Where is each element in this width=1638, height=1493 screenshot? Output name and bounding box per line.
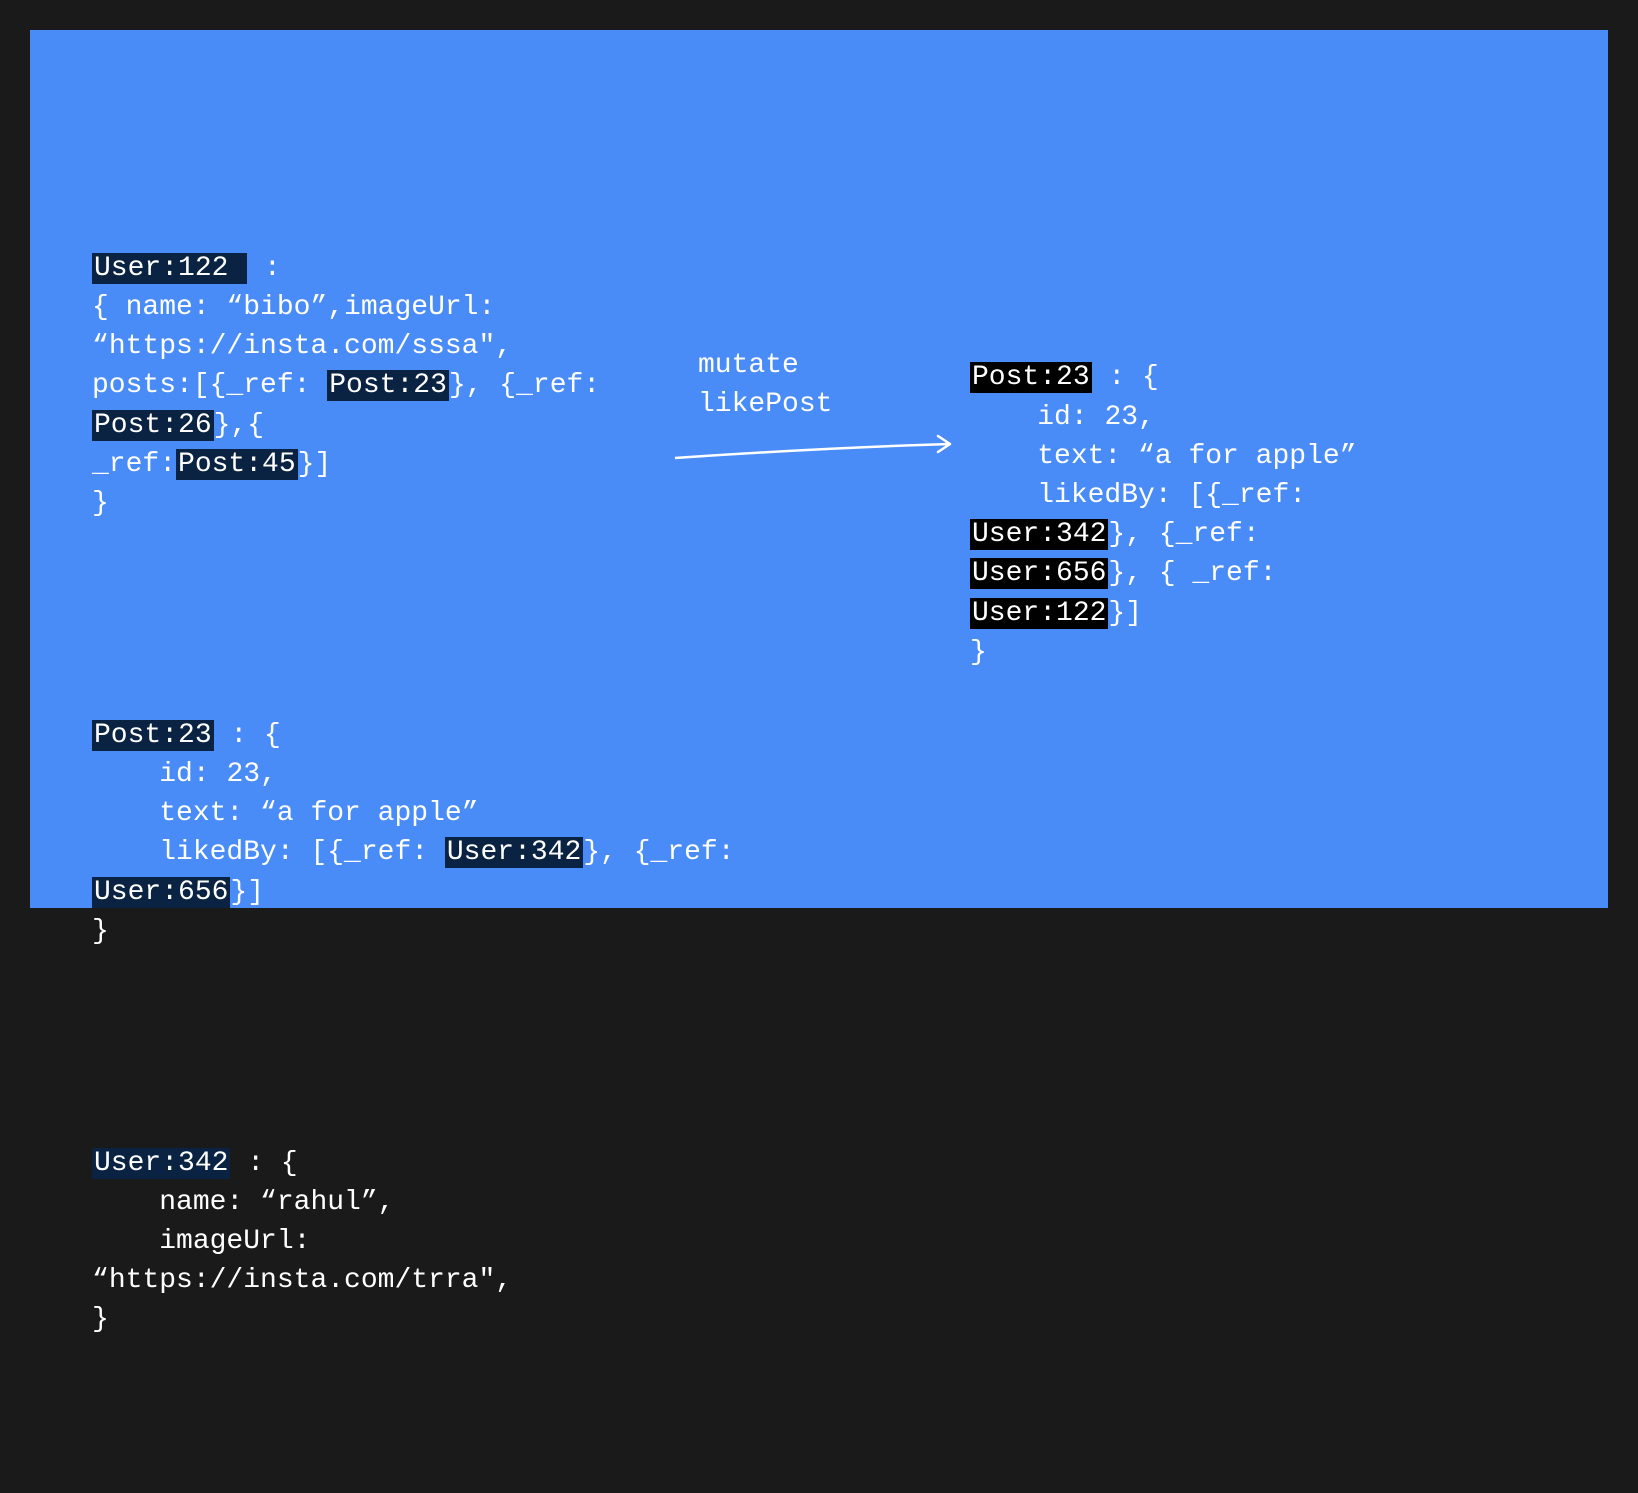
entry-user-122: User:122 : { name: “bibo”,imageUrl: “htt… [92, 249, 742, 523]
arrow-icon [670, 430, 970, 470]
user122-imageurl: https://insta.com/sssa [109, 331, 479, 362]
entry-post-23-before: Post:23 : { id: 23, text: “a for apple” … [92, 716, 742, 951]
ref-user-122-after: User:122 [970, 598, 1108, 629]
ref-post-26: Post:26 [92, 410, 214, 441]
cache-after: Post:23 : { id: 23, text: “a for apple” … [970, 280, 1530, 786]
user342-name: rahul [277, 1187, 361, 1218]
mutation-line1: mutate [698, 350, 799, 381]
user122-name: bibo [243, 292, 310, 323]
ref-user-656: User:656 [92, 877, 230, 908]
key-post-23-after: Post:23 [970, 362, 1092, 393]
post23-after-id: 23 [1104, 402, 1138, 433]
entry-user-342: User:342 : { name: “rahul”, imageUrl: “h… [92, 1144, 742, 1340]
ref-user-656-after: User:656 [970, 558, 1108, 589]
ref-post-45: Post:45 [176, 449, 298, 480]
key-user-122: User:122 [92, 253, 247, 284]
entry-post-23-after: Post:23 : { id: 23, text: “a for apple” … [970, 358, 1530, 672]
outer-frame: User:122 : { name: “bibo”,imageUrl: “htt… [0, 0, 1638, 938]
key-user-342: User:342 [92, 1148, 230, 1179]
post23-text: a for apple [277, 798, 462, 829]
ref-post-23: Post:23 [327, 370, 449, 401]
user342-imageurl: https://insta.com/trra [109, 1265, 479, 1296]
diagram-panel: User:122 : { name: “bibo”,imageUrl: “htt… [30, 30, 1608, 908]
cache-before: User:122 : { name: “bibo”,imageUrl: “htt… [92, 92, 742, 1493]
mutation-line2: likePost [698, 389, 832, 420]
post23-after-text: a for apple [1155, 441, 1340, 472]
post23-id: 23 [226, 759, 260, 790]
mutation-label: mutate likePost [698, 346, 832, 424]
ref-user-342: User:342 [445, 837, 583, 868]
key-post-23: Post:23 [92, 720, 214, 751]
ref-user-342-after: User:342 [970, 519, 1108, 550]
